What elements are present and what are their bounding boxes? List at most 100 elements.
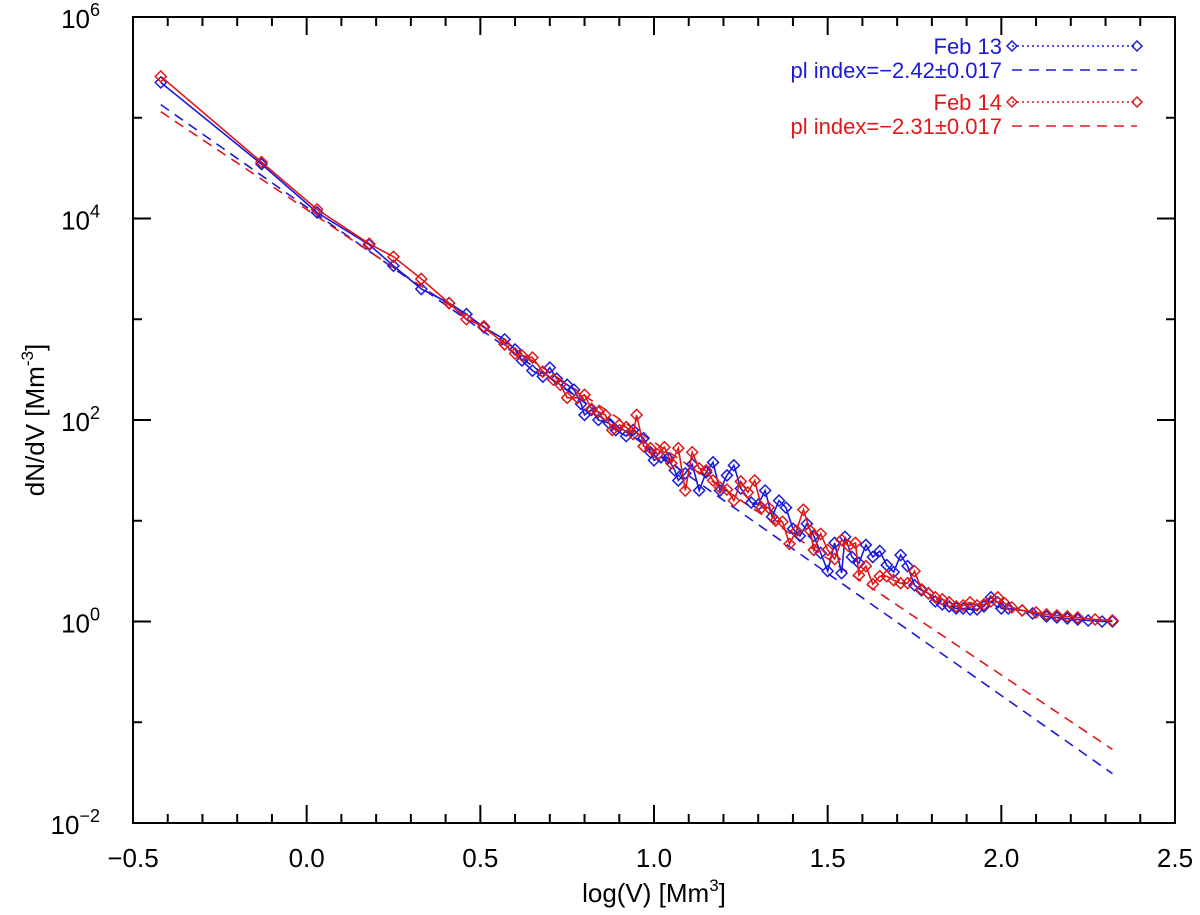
data-point	[154, 75, 168, 90]
data-point	[154, 69, 168, 84]
x-tick-label: −0.5	[107, 843, 158, 873]
data-point	[612, 418, 626, 432]
data-point	[477, 319, 491, 333]
legend-marker	[1005, 95, 1019, 109]
data-point	[873, 544, 887, 558]
data-point	[1071, 610, 1085, 625]
y-tick-label: 102	[61, 403, 100, 437]
series-line	[160, 75, 1113, 622]
data-point	[793, 529, 807, 543]
data-point	[772, 494, 786, 508]
data-point	[643, 441, 658, 455]
data-point	[789, 524, 803, 538]
x-tick-label: 2.5	[1157, 843, 1193, 873]
data-point	[907, 578, 922, 592]
data-point	[1060, 609, 1074, 624]
data-point	[786, 522, 800, 536]
data-point	[386, 250, 401, 264]
data-point	[619, 429, 633, 443]
data-point	[828, 552, 842, 566]
data-point	[887, 573, 901, 587]
data-point	[1029, 605, 1043, 619]
data-point	[584, 402, 599, 416]
data-point	[598, 408, 612, 422]
data-point	[1088, 612, 1102, 627]
data-point	[775, 515, 790, 529]
data-point	[591, 405, 605, 419]
data-point	[678, 483, 692, 498]
data-point	[546, 373, 560, 387]
data-point	[796, 503, 810, 517]
legend-label: pl index=−2.42±0.017	[791, 58, 1002, 83]
data-point	[758, 483, 772, 498]
data-point	[664, 456, 678, 470]
x-tick-label: 0.5	[462, 843, 498, 873]
fit-line	[160, 103, 1113, 775]
data-point	[671, 441, 685, 455]
data-point	[619, 420, 633, 434]
data-point	[734, 474, 748, 489]
data-point	[991, 590, 1005, 604]
data-point	[637, 439, 651, 453]
fit-line	[160, 111, 1113, 751]
data-point	[894, 548, 908, 562]
data-point	[657, 440, 671, 454]
data-point	[1050, 608, 1064, 623]
x-tick-label: 1.0	[636, 843, 672, 873]
data-point	[845, 550, 859, 564]
fit-lines	[160, 103, 1113, 775]
data-point	[727, 494, 741, 508]
data-point	[859, 559, 873, 573]
data-point	[525, 364, 539, 378]
data-point	[713, 480, 727, 495]
data-point	[779, 501, 793, 515]
data-point	[254, 155, 269, 169]
data-point	[807, 543, 821, 557]
data-point	[692, 483, 706, 498]
x-tick-label: 2.0	[983, 843, 1019, 873]
data-point	[821, 543, 835, 557]
data-point	[525, 350, 539, 365]
data-point	[900, 576, 915, 590]
data-point	[762, 501, 776, 515]
data-point	[859, 538, 873, 552]
data-point	[498, 337, 512, 351]
data-point	[386, 259, 401, 273]
plot-area-frame	[132, 16, 1176, 824]
data-point	[727, 458, 741, 472]
data-point	[935, 597, 949, 611]
tick-marks	[132, 16, 1176, 824]
data-point	[748, 473, 762, 488]
legend-marker	[1130, 39, 1144, 53]
data-point	[706, 455, 720, 469]
data-point	[508, 346, 522, 361]
data-point	[442, 296, 456, 310]
y-tick-labels: 10−2 100 102 104 106	[51, 0, 100, 840]
data-point	[661, 451, 675, 465]
data-point	[866, 577, 880, 591]
data-point	[671, 473, 685, 488]
series-line	[160, 81, 1113, 623]
data-point	[914, 582, 929, 596]
legend-label: Feb 14	[934, 90, 1003, 115]
data-point	[692, 461, 706, 475]
data-point	[515, 353, 529, 368]
data-point	[814, 527, 828, 541]
legend-marker	[1005, 39, 1019, 53]
data-point	[650, 447, 665, 461]
x-tick-label: 1.5	[810, 843, 846, 873]
y-tick-label: 106	[61, 0, 100, 34]
data-point	[782, 537, 797, 551]
data-point	[254, 157, 269, 171]
legend-marker	[1130, 95, 1144, 109]
data-point	[414, 272, 428, 286]
data-point	[970, 598, 984, 612]
data-point	[821, 564, 835, 578]
data-point	[720, 468, 734, 482]
data-point	[574, 397, 588, 411]
x-tick-labels: −0.5 0.0 0.5 1.0 1.5 2.0 2.5	[107, 843, 1193, 873]
data-point	[536, 365, 550, 379]
data-point	[942, 595, 956, 609]
data-point	[310, 202, 324, 216]
